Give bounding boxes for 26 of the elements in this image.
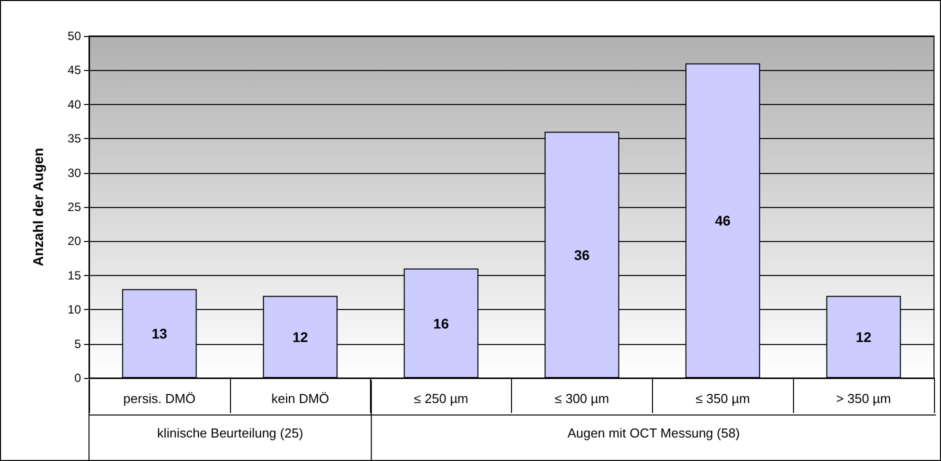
x-tick-label: kein DMÖ [271, 391, 330, 406]
data-label: 36 [574, 246, 590, 263]
y-tick-label: 15 [68, 268, 82, 282]
y-axis-title: Anzahl der Augen [30, 148, 46, 266]
y-tick-label: 30 [68, 166, 82, 180]
x-tick-label: ≤ 300 µm [554, 391, 610, 406]
data-label: 12 [292, 328, 308, 345]
x-tick-label: > 350 µm [836, 391, 891, 406]
x-tick-label: ≤ 250 µm [414, 391, 468, 406]
data-label: 46 [714, 212, 731, 229]
y-tick-label: 35 [68, 132, 82, 146]
x-tick-label: ≤ 350 µm [696, 391, 750, 406]
y-tick-label: 5 [74, 336, 82, 351]
y-tick-label: 50 [68, 29, 82, 43]
x-tick-label: persis. DMÖ [123, 391, 196, 406]
y-tick-label: 40 [68, 97, 82, 112]
y-tick-label: 45 [68, 63, 82, 78]
data-label: 13 [152, 326, 168, 342]
y-tick-label: 20 [68, 234, 82, 248]
text: klinische Beurteilung (25) [157, 426, 304, 440]
data-label: 16 [433, 315, 450, 332]
y-tick-label: 10 [68, 302, 82, 317]
y-tick-label: 0 [74, 371, 82, 385]
text: Augen mit OCT Messung (58) [567, 426, 740, 440]
data-label: 12 [856, 328, 872, 345]
y-tick-label: 25 [68, 200, 82, 214]
